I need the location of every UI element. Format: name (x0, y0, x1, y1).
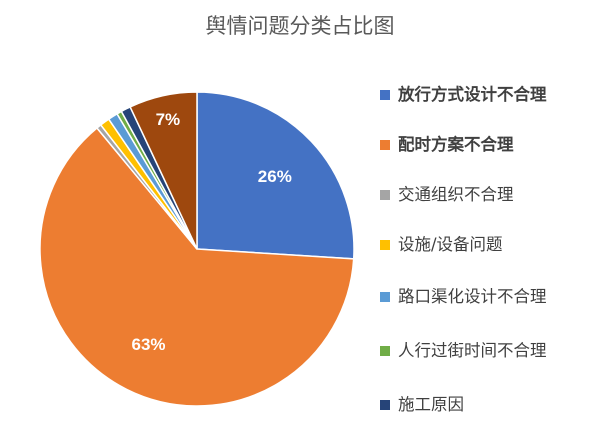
legend-label: 人行过街时间不合理 (398, 341, 547, 360)
data-label: 63% (132, 335, 166, 354)
chart-title: 舆情问题分类占比图 (205, 14, 395, 38)
legend-swatch (380, 400, 390, 410)
legend-item: 设施/设备问题 (380, 234, 595, 256)
legend-item: 人行过街时间不合理 (380, 340, 595, 362)
legend-item: 放行方式设计不合理 (380, 84, 595, 106)
legend-label: 交通组织不合理 (398, 185, 514, 204)
legend-label: 路口渠化设计不合理 (398, 287, 547, 306)
legend-swatch (380, 140, 390, 150)
legend-swatch (380, 90, 390, 100)
pie-slice (196, 91, 355, 260)
legend-item: 路口渠化设计不合理 (380, 286, 595, 308)
legend-label: 施工原因 (398, 395, 464, 414)
pie-slice (129, 91, 198, 250)
legend-item: 施工原因 (380, 394, 595, 416)
legend-swatch (380, 346, 390, 356)
legend-item: 配时方案不合理 (380, 134, 595, 156)
legend-label: 设施/设备问题 (398, 235, 503, 254)
legend-item: 交通组织不合理 (380, 184, 595, 206)
legend-swatch (380, 190, 390, 200)
legend-swatch (380, 240, 390, 250)
pie-slice (39, 126, 355, 407)
data-label: 26% (258, 167, 292, 186)
data-label: 7% (156, 110, 181, 129)
legend-swatch (380, 292, 390, 302)
legend-label: 放行方式设计不合理 (398, 85, 547, 104)
legend-label: 配时方案不合理 (398, 135, 514, 154)
